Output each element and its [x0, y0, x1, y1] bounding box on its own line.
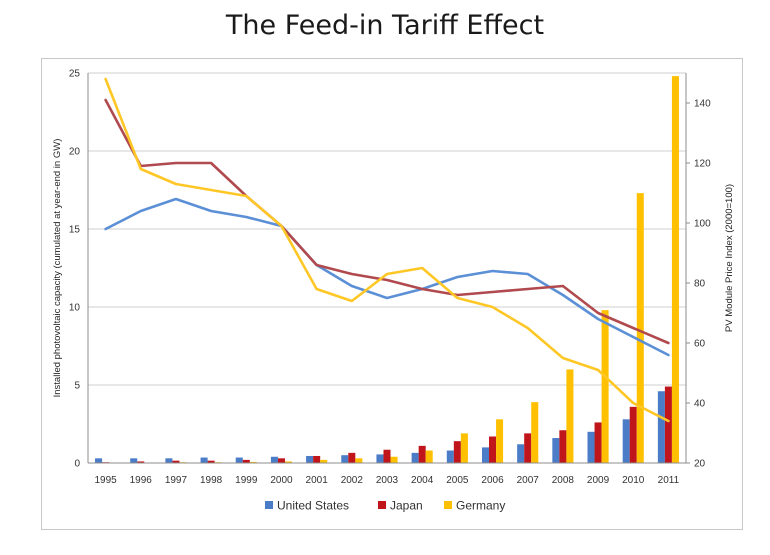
- y2-tick-label: 80: [694, 279, 706, 290]
- y2-axis-title: PV Module Price Index (2000=100): [724, 184, 735, 332]
- bar-united-states-2001: [306, 455, 314, 463]
- bar-japan-1996: [137, 461, 145, 463]
- axes: 0 5 10 15 20 25 20 40 60 80 100 120 140 1995 1996 1997 1…: [52, 69, 735, 487]
- bar-japan-2002: [348, 452, 356, 463]
- x-tick-label: 1995: [94, 475, 117, 486]
- y2-tick-label: 140: [694, 99, 711, 110]
- bar-united-states-1997: [165, 458, 173, 463]
- bar-germany-2009: [601, 310, 609, 463]
- bar-united-states-2008: [552, 438, 560, 463]
- y-tick-label: 20: [69, 147, 81, 158]
- x-tick-label: 2011: [658, 475, 680, 486]
- y-tick-label: 15: [69, 225, 81, 236]
- y2-tick-label: 40: [694, 399, 706, 410]
- bar-japan-2003: [383, 449, 391, 463]
- bar-united-states-2003: [376, 454, 384, 463]
- bar-japan-2000: [277, 458, 285, 463]
- price-line-japan: [104, 98, 670, 345]
- x-tick-label: 2009: [587, 475, 610, 486]
- bar-united-states-2004: [411, 452, 419, 463]
- x-tick-label: 2004: [411, 475, 434, 486]
- legend-swatch-united-states: [265, 501, 273, 509]
- y-tick-label: 25: [69, 69, 81, 80]
- x-tick-label: 2002: [341, 475, 364, 486]
- bar-germany-1999: [249, 461, 257, 463]
- bar-germany-2010: [636, 193, 644, 463]
- bar-japan-2008: [559, 430, 567, 463]
- bar-japan-1997: [172, 460, 180, 463]
- x-tick-label: 2005: [446, 475, 469, 486]
- bar-japan-2011: [664, 386, 672, 463]
- y2-tick-label: 100: [694, 219, 711, 230]
- x-tick-label: 1998: [200, 475, 223, 486]
- x-tick-label: 2001: [306, 475, 329, 486]
- bar-japan-2005: [453, 441, 461, 463]
- x-tick-label: 2000: [270, 475, 293, 486]
- bar-germany-2003: [390, 456, 398, 463]
- x-tick-label: 2003: [376, 475, 399, 486]
- bar-united-states-2011: [657, 391, 665, 463]
- bar-japan-2007: [524, 433, 532, 463]
- bar-japan-2010: [629, 406, 637, 463]
- bar-united-states-1998: [200, 457, 208, 463]
- bar-united-states-2010: [622, 419, 630, 463]
- x-tick-label: 2008: [552, 475, 575, 486]
- chart-title: The Feed-in Tariff Effect: [225, 10, 545, 41]
- bar-japan-1998: [207, 460, 215, 463]
- bar-germany-2001: [320, 459, 328, 463]
- bar-series: [95, 76, 679, 464]
- y2-tick-label: 120: [694, 159, 711, 170]
- legend-label-united-states: United States: [277, 499, 349, 513]
- y-tick-label: 0: [74, 459, 80, 470]
- price-line-united-states: [104, 197, 670, 357]
- bar-japan-2009: [594, 422, 602, 463]
- bar-united-states-2009: [587, 431, 595, 463]
- bar-germany-2004: [425, 450, 433, 463]
- x-tick-label: 1999: [235, 475, 258, 486]
- bar-united-states-2007: [517, 444, 525, 463]
- bar-united-states-1999: [235, 457, 243, 463]
- x-tick-label: 1996: [130, 475, 153, 486]
- bar-united-states-2002: [341, 455, 349, 463]
- y-tick-label: 10: [69, 303, 81, 314]
- legend-swatch-germany: [444, 501, 452, 509]
- bar-united-states-2000: [270, 456, 278, 463]
- gridlines: [88, 72, 686, 464]
- x-tick-label: 2007: [517, 475, 540, 486]
- bar-united-states-2006: [481, 447, 490, 463]
- price-line-germany: [104, 77, 670, 423]
- bar-germany-2000: [284, 461, 293, 463]
- bar-united-states-1996: [130, 458, 138, 463]
- x-tick-label: 2010: [622, 475, 645, 486]
- legend-label-japan: Japan: [390, 499, 423, 513]
- legend: United States Japan Germany: [265, 499, 505, 513]
- bar-germany-2002: [355, 458, 363, 463]
- x-tick-label: 2006: [481, 475, 504, 486]
- y-tick-label: 5: [74, 381, 80, 392]
- bar-germany-2008: [566, 369, 574, 463]
- bar-japan-2006: [489, 436, 497, 463]
- y2-tick-label: 60: [694, 339, 706, 350]
- bar-germany-2007: [531, 402, 539, 463]
- y-axis-title: Installed photovoltaic capacity (cumulat…: [52, 139, 63, 398]
- bar-united-states-1995: [95, 458, 103, 463]
- price-lines: [104, 77, 670, 423]
- bar-japan-2001: [313, 455, 321, 463]
- x-tick-label: 1997: [165, 475, 188, 486]
- bar-japan-2004: [418, 445, 426, 463]
- bar-japan-1999: [242, 459, 250, 463]
- bar-germany-2011: [671, 76, 679, 464]
- bar-germany-2006: [496, 419, 504, 463]
- y2-tick-label: 20: [694, 459, 706, 470]
- bar-germany-2005: [460, 433, 468, 463]
- legend-label-germany: Germany: [456, 499, 505, 513]
- bar-united-states-2005: [446, 450, 454, 463]
- legend-swatch-japan: [378, 501, 386, 509]
